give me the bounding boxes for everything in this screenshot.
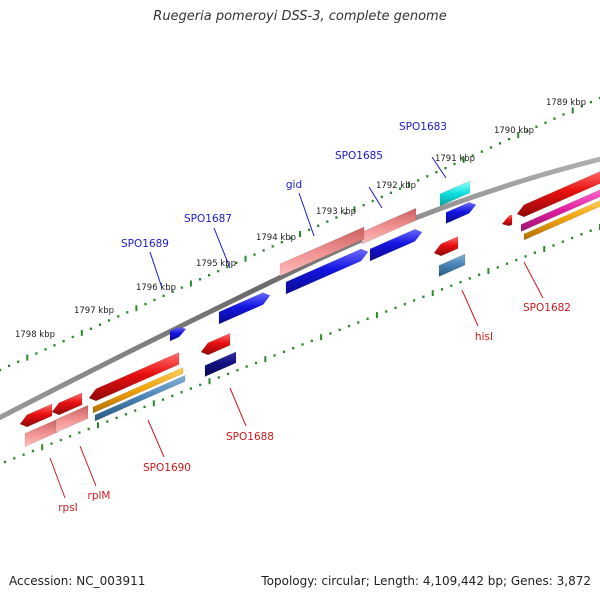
gene-block-red (51, 392, 83, 416)
callout-line (368, 186, 383, 209)
gene-block-pink (361, 207, 417, 245)
scale-label: 1791 kbp (435, 154, 475, 164)
scale-label: 1790 kbp (494, 126, 534, 136)
gene-label-reverse: SPO1682 (523, 302, 571, 314)
callout-line (229, 387, 247, 427)
scale-label: 1795 kbp (196, 259, 236, 269)
gene-block-pink (55, 404, 89, 433)
gene-label-forward: SPO1685 (335, 150, 383, 162)
gene-block-navy (204, 351, 237, 377)
scale-label: 1792 kbp (376, 181, 416, 191)
backbone-layer (0, 156, 600, 421)
gene-block-orange (523, 200, 600, 241)
gene-block-orange (92, 366, 184, 414)
gene-block-blue (445, 202, 477, 224)
gene-block-blue (285, 248, 369, 295)
scale-label: 1797 kbp (74, 306, 114, 316)
callout-line (213, 227, 231, 269)
genome-stats-label: Topology: circular; Length: 4,109,442 bp… (261, 574, 591, 588)
genome-backbone (0, 156, 600, 421)
gene-block-blue (218, 292, 271, 325)
scale-label: 1798 kbp (15, 330, 55, 340)
callout-line (431, 156, 447, 179)
gene-block-blue (169, 326, 187, 342)
gene-label-forward: SPO1689 (121, 238, 169, 250)
callout-line (149, 251, 163, 289)
callout-line (298, 192, 315, 237)
callout-line (523, 261, 544, 299)
accession-label: Accession: NC_003911 (9, 574, 146, 588)
lower-scale-track (3, 224, 600, 464)
callout-line (79, 445, 97, 487)
gene-block-pink (279, 226, 365, 277)
gene-block-red (501, 214, 513, 227)
gene-label-forward: SPO1683 (399, 121, 447, 133)
scale-layer: 1789 kbp 1790 kbp 1791 kbp 1792 kbp 1793 kbp… (0, 96, 600, 464)
gene-block-magenta (520, 189, 600, 232)
gene-label-forward: gid (286, 179, 302, 191)
gene-block-steelblue (94, 374, 186, 422)
upper-scale-track (0, 96, 600, 372)
callout-line (147, 419, 165, 458)
scale-label: 1794 kbp (256, 233, 296, 243)
gene-block-red (19, 403, 53, 428)
gene-block-red (88, 351, 180, 402)
gene-label-reverse: rpsI (58, 502, 78, 514)
genome-title: Ruegeria pomeroyi DSS-3, complete genome (153, 9, 447, 24)
gene-label-reverse: SPO1690 (143, 462, 191, 474)
scale-label: 1793 kbp (316, 207, 356, 217)
gene-layer (19, 171, 600, 447)
gene-block-red (433, 235, 459, 257)
gene-label-reverse: rplM (88, 490, 111, 502)
gene-block-steelblue (438, 253, 466, 277)
gene-block-cyan (439, 180, 471, 207)
gene-block-red (516, 171, 600, 218)
gene-label-reverse: SPO1688 (226, 431, 274, 443)
gene-block-red (200, 332, 231, 356)
scale-label: 1796 kbp (136, 283, 176, 293)
callout-layer: SPO1683 SPO1685 gid SPO1687 SPO1689 SPO1682 hi… (49, 121, 571, 514)
gene-label-forward: SPO1687 (184, 213, 232, 225)
callout-line (461, 289, 479, 327)
scale-label: 1789 kbp (546, 98, 586, 108)
gene-block-pink (24, 418, 59, 447)
gene-label-reverse: hisI (475, 331, 493, 343)
gene-block-blue (369, 228, 423, 262)
callout-line (49, 457, 66, 499)
